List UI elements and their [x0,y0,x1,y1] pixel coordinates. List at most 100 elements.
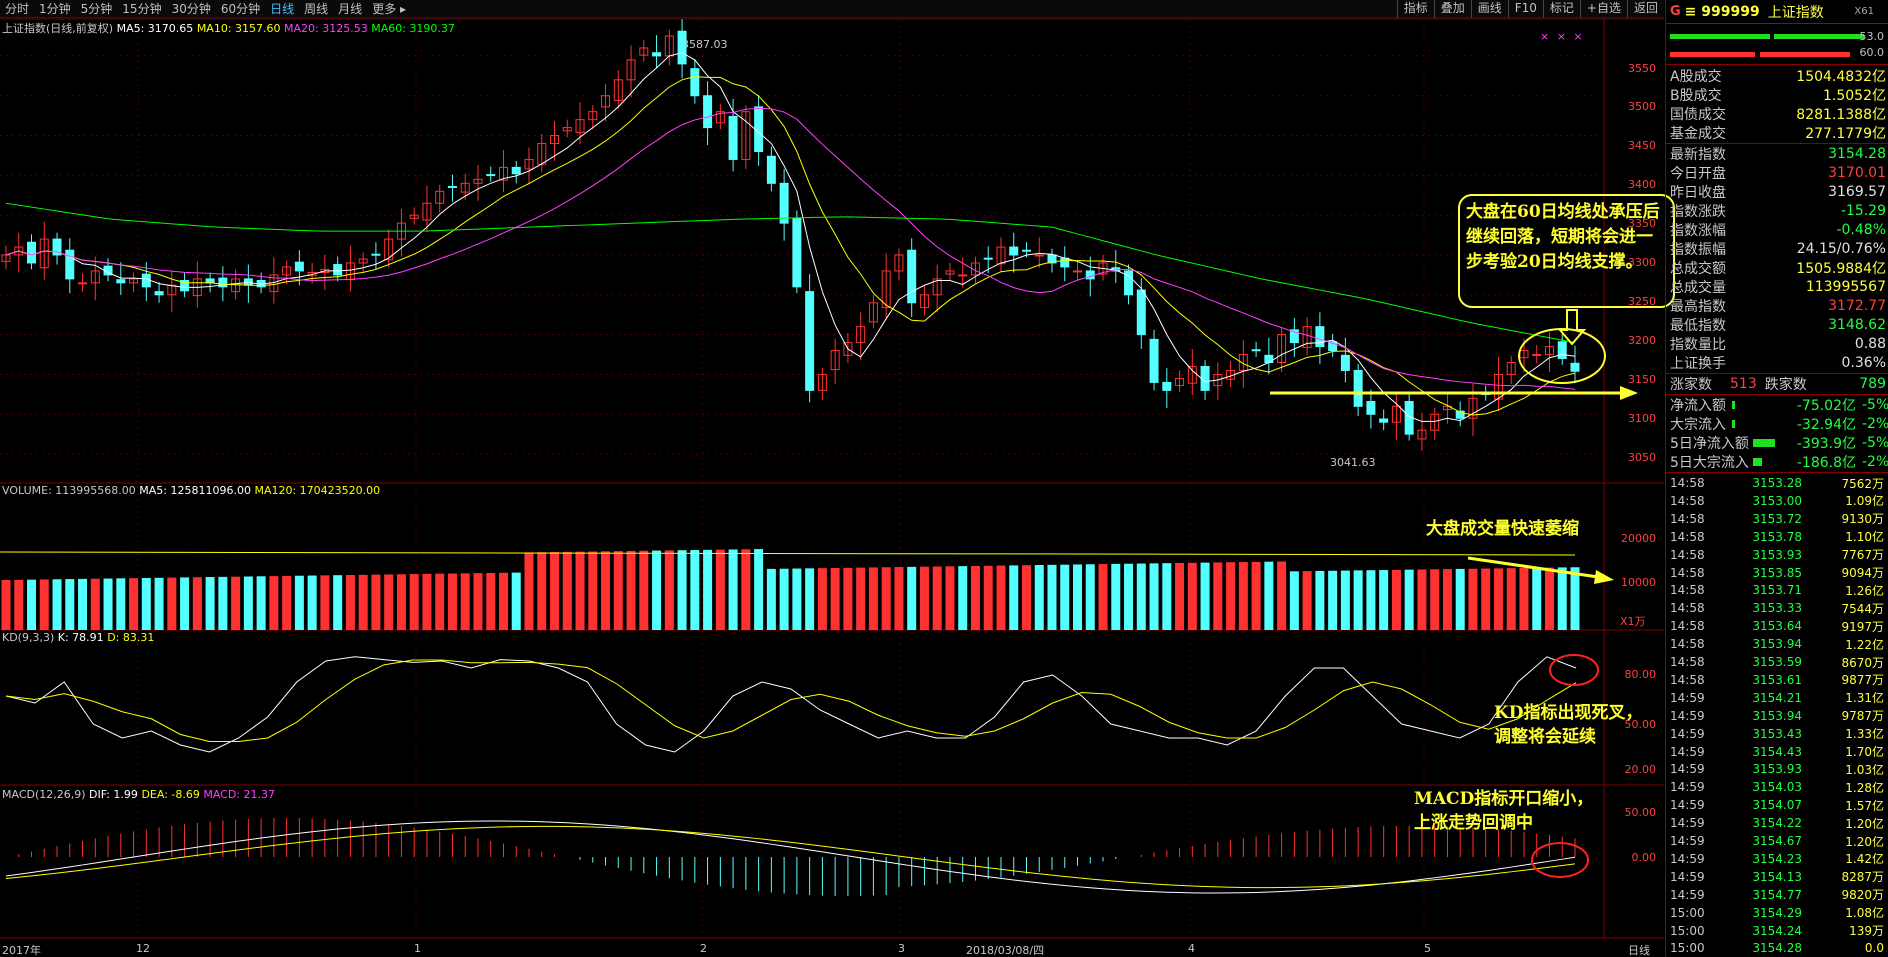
indicator-button[interactable]: 指标 [1396,0,1434,18]
volume-bar [1366,570,1376,630]
draw-line-button[interactable]: 画线 [1470,0,1508,18]
chart-canvas[interactable] [0,0,1664,957]
mark-button[interactable]: 标记 [1542,0,1580,18]
volume-bar [498,572,508,630]
volume-bar [1098,564,1108,630]
row-bond: 国债成交 8281.1388亿 [1670,104,1886,123]
candle-body [550,135,560,145]
volume-bar [664,550,674,630]
tick-row: 14:59 3154.07 1.57亿 [1670,796,1884,814]
flow-bar [1732,419,1735,428]
f10-button[interactable]: F10 [1507,0,1543,18]
sidebar-header: G ≡ 999999 上证指数 X61 [1666,0,1888,24]
row-value: 113995567 [1805,278,1886,295]
back-button[interactable]: 返回 [1626,0,1664,18]
candle-body [1493,373,1503,400]
volume-bar [1481,568,1491,630]
volume-bar [919,566,929,630]
tick-row: 14:58 3153.72 9130万 [1670,510,1884,528]
period-tab-monthly[interactable]: 月线 [338,1,363,16]
row-value: 1.5052亿 [1823,87,1886,104]
y-tick-3500: 3500 [1628,100,1656,113]
ma60-callout-text: 大盘在60日均线处承压后继续回落，短期将会进一步考验20日均线支撑。 [1466,202,1660,272]
overlay-button[interactable]: 叠加 [1433,0,1471,18]
volume-bar [1544,567,1554,630]
group-icon[interactable]: G [1670,4,1681,19]
candle-body [779,182,789,224]
tick-price: 3154.77 [1752,887,1802,902]
period-tab-30min[interactable]: 30分钟 [171,1,211,16]
volume-bar [970,565,980,630]
period-tab-daily[interactable]: 日线 [270,1,295,16]
ma60-line [5,202,1576,344]
tick-volume: 7562万 [1841,476,1884,491]
row-change-pct: 指数涨幅 -0.48% [1670,220,1886,239]
candle-body [1532,354,1542,357]
row-open: 今日开盘 3170.01 [1670,163,1886,182]
tick-row: 14:58 3153.59 8670万 [1670,653,1884,671]
candle-body [1238,354,1248,371]
y-tick-3350: 3350 [1628,217,1656,230]
volume-bar [1468,568,1478,630]
row-a-share: A股成交 1504.4832亿 [1670,66,1886,85]
volume-bar [486,572,496,630]
row-pct: -2% [1862,415,1888,432]
tick-price: 3153.78 [1752,529,1802,544]
candle-body [129,278,139,284]
candle-body [1200,365,1210,391]
macd-macd-value: MACD: 21.37 [203,788,276,801]
tick-volume: 139万 [1849,924,1884,938]
row-label: 昨日收盘 [1670,184,1726,201]
volume-bar [1404,569,1414,630]
add-watchlist-button[interactable]: +自选 [1579,0,1627,18]
x-label-crosshair-date: 2018/03/08/四 [966,944,1045,957]
flow-bar [1732,400,1735,409]
candle-body [90,270,100,284]
candle-body [473,178,483,184]
volume-bar [1442,569,1452,630]
strength-bar-green [1670,34,1770,39]
tick-time: 15:00 [1670,905,1705,920]
period-tab-weekly[interactable]: 周线 [304,1,329,16]
row-label: 最新指数 [1670,146,1726,163]
y-tick-3050: 3050 [1628,451,1656,464]
volume-bar [1060,564,1070,630]
volume-bar [129,578,139,630]
volume-bar [1353,570,1363,630]
tick-time: 14:58 [1670,637,1705,652]
row-latest: 最新指数 3154.28 [1670,144,1886,163]
flow-bar [1752,457,1762,466]
candle-body [52,238,62,256]
ma5-line [5,52,1576,422]
tick-price: 3153.93 [1752,762,1802,777]
period-tab-fenshi[interactable]: 分时 [5,1,30,16]
tick-volume: 1.28亿 [1845,780,1884,795]
volume-title: VOLUME: 113995568.00 [2,484,136,497]
tick-row: 14:58 3153.78 1.10亿 [1670,528,1884,546]
kd-tick-20: 20.00 [1624,763,1657,776]
candle-body [180,279,190,292]
row-turnover-volume: 总成交量 113995567 [1670,277,1886,296]
row-value: 277.1779亿 [1805,125,1886,142]
kd-d-line [5,659,1577,742]
tick-list[interactable]: 14:58 3153.28 7562万 14:58 3153.00 1.09亿 14:58 3… [1666,474,1888,957]
tick-price: 3153.00 [1752,493,1802,508]
row-value: 3154.28 [1828,145,1886,162]
period-tab-5min[interactable]: 5分钟 [80,1,113,16]
volume-bar [1417,569,1427,630]
period-tab-15min[interactable]: 15分钟 [122,1,162,16]
candle-body [843,342,853,356]
candle-body [307,272,317,277]
x61-badge: X61 [1854,6,1874,17]
x-axis-corner: 日线 [1628,944,1650,957]
ratio-1: 53.0 [1859,30,1885,43]
period-tab-60min[interactable]: 60分钟 [220,1,261,16]
period-tab-more[interactable]: 更多 ▸ [372,1,407,16]
volume-bar [779,568,789,630]
period-tab-1min[interactable]: 1分钟 [39,1,71,16]
candle-body [919,294,929,309]
tick-row: 15:00 3154.24 139万 [1670,922,1884,940]
tick-price: 3153.94 [1752,708,1802,723]
candle-body [1391,405,1401,423]
